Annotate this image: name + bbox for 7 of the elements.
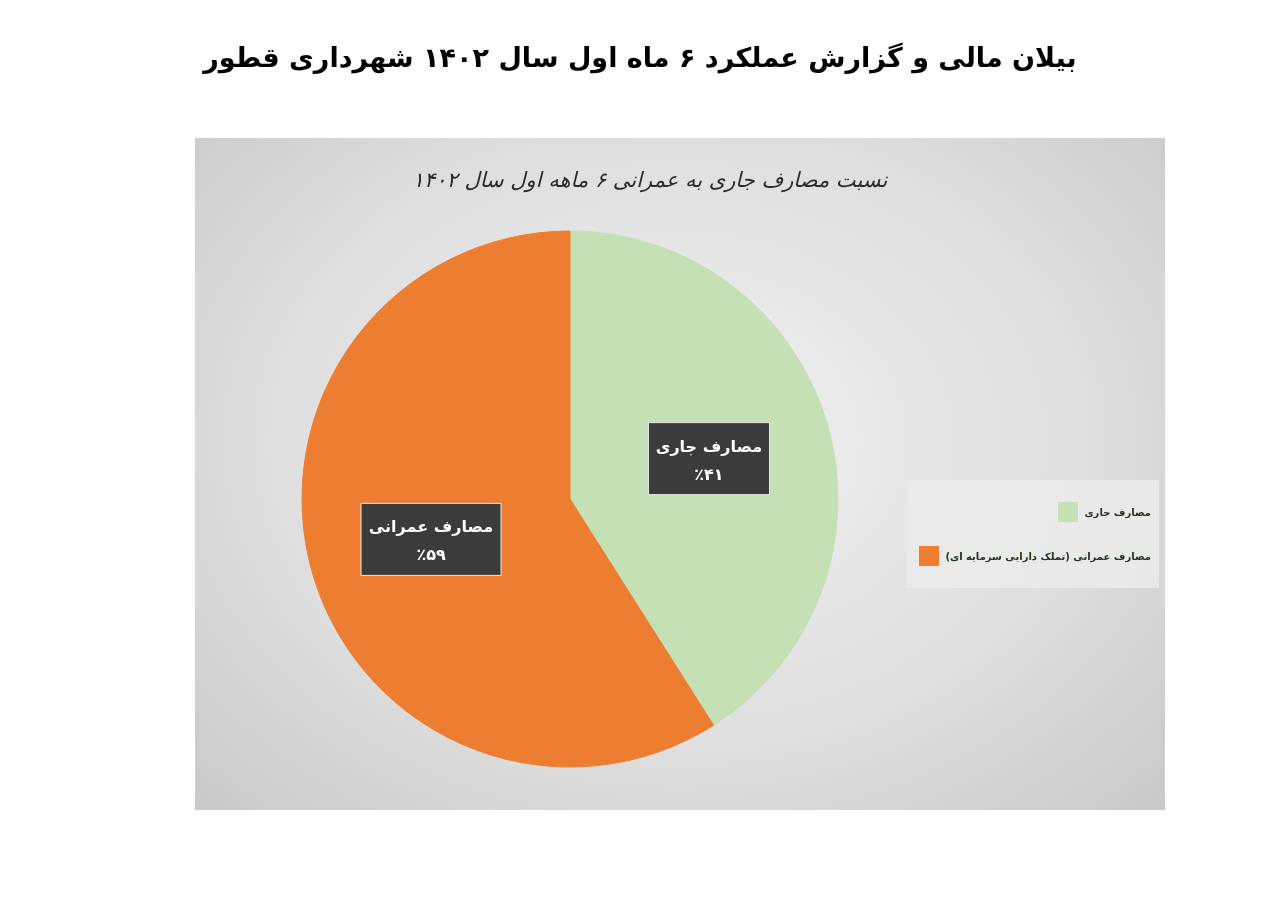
- chart-subtitle: نسبت مصارف جاری به عمرانی ۶ ماهه اول سال ۱۴۰۲: [411, 168, 889, 192]
- data-label: مصارف جاری ٪۴۱: [655, 436, 763, 484]
- pie-slice: [569, 230, 839, 726]
- legend-label: مصارف جاری: [1084, 506, 1151, 518]
- data-label: مصارف عمرانی ٪۵۹: [368, 517, 494, 565]
- chart-title: بیلان مالی و گزارش عملکرد ۶ ماه اول سال ۱۴۰۲ شهرداری قطور: [201, 42, 1078, 73]
- legend-label: مصارف عمرانی (تملک دارایی سرمایه ای): [945, 550, 1151, 562]
